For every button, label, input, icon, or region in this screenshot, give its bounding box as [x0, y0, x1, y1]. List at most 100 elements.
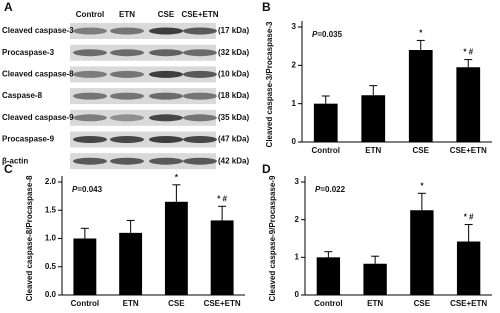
row-size: (17 kDa): [218, 26, 249, 35]
blot-band: [149, 136, 183, 143]
p-value: P=0.043: [72, 185, 103, 194]
p-value: P=0.022: [315, 185, 346, 194]
blot-band: [183, 157, 217, 165]
p-symbol: P: [312, 30, 318, 39]
blot-band: [149, 49, 183, 57]
row-label: Procaspase-9: [2, 135, 55, 144]
blot-band: [183, 49, 217, 57]
lane-label: CSE: [158, 10, 175, 19]
significance-mark: * #: [463, 48, 473, 57]
blot-band: [73, 70, 107, 78]
blot-band: [73, 92, 107, 100]
blot-band: [110, 27, 144, 35]
bar: [164, 201, 188, 295]
row-size: (18 kDa): [218, 91, 249, 100]
row-label: Procaspase-3: [2, 48, 55, 57]
bar: [119, 232, 143, 295]
p-value: P=0.035: [312, 30, 343, 39]
panel-letter: D: [262, 162, 271, 176]
x-tick-label: CSE+ETN: [204, 299, 241, 308]
row-label: Cleaved caspase-9: [2, 113, 74, 122]
bar: [73, 238, 97, 295]
y-axis-label: Cleaved caspase-9/Procaspase-9: [268, 175, 277, 301]
x-tick-label: CSE+ETN: [450, 146, 487, 155]
row-size: (47 kDa): [218, 135, 249, 144]
blot-band: [149, 70, 183, 78]
bar: [361, 95, 386, 142]
blot-band: [110, 92, 144, 100]
x-tick-label: CSE: [413, 146, 430, 155]
row-size: (35 kDa): [218, 113, 249, 122]
x-tick-label: ETN: [365, 146, 381, 155]
blot-band: [149, 114, 183, 122]
y-axis-label: Cleaved caspase-3/Procaspase-3: [265, 21, 274, 147]
row-label: Caspase-8: [2, 91, 43, 100]
panel-letter: A: [4, 0, 13, 14]
y-tick-label: 1: [292, 99, 297, 108]
bar: [410, 210, 434, 295]
p-number: =0.022: [320, 185, 345, 194]
bar: [313, 103, 338, 142]
row-size: (42 kDa): [218, 156, 249, 165]
blot-band: [183, 136, 217, 143]
lane-label: ETN: [119, 10, 135, 19]
y-tick-label: 2.0: [45, 177, 57, 186]
significance-mark: *: [175, 173, 179, 182]
y-tick-label: 0.0: [45, 290, 57, 299]
x-tick-label: CSE+ETN: [450, 299, 487, 308]
y-tick-label: 0.5: [45, 262, 57, 271]
y-tick-label: 0: [292, 137, 297, 146]
y-tick-label: 3: [292, 22, 297, 31]
p-number: =0.043: [77, 185, 102, 194]
blot-band: [183, 70, 217, 78]
blot-band: [73, 136, 107, 143]
p-number: =0.035: [317, 30, 342, 39]
blot-band: [73, 157, 107, 165]
row-size: (10 kDa): [218, 70, 249, 79]
lane-label: Control: [76, 10, 104, 19]
bar: [316, 257, 341, 295]
blot-band: [149, 27, 183, 35]
bar: [456, 67, 481, 142]
bar: [456, 241, 481, 295]
blot-band: [183, 114, 217, 122]
blot-band: [73, 114, 107, 122]
blot-band: [110, 114, 144, 122]
blot-band: [149, 92, 183, 100]
row-label: Cleaved caspase-3: [2, 26, 74, 35]
blot-band: [110, 157, 144, 165]
bar: [408, 50, 433, 142]
y-tick-label: 1: [295, 252, 300, 261]
lane-label: CSE+ETN: [181, 10, 218, 19]
y-axis-label: Cleaved caspase-8/Procaspase-8: [25, 175, 34, 301]
blot-band: [73, 49, 107, 57]
blot-band: [149, 157, 183, 165]
significance-mark: * #: [464, 213, 474, 222]
y-tick-label: 2: [292, 60, 297, 69]
x-tick-label: ETN: [367, 299, 383, 308]
row-label: Cleaved caspase-8: [2, 70, 74, 79]
y-tick-label: 0: [295, 290, 300, 299]
row-size: (32 kDa): [218, 48, 249, 57]
p-symbol: P: [72, 185, 78, 194]
x-tick-label: CSE: [168, 299, 185, 308]
y-tick-label: 1.0: [45, 234, 57, 243]
blot-band: [183, 92, 217, 100]
significance-mark: * #: [217, 194, 227, 203]
blot-band: [110, 136, 144, 143]
bar: [210, 220, 234, 295]
blot-band: [73, 27, 107, 35]
y-tick-label: 3: [295, 177, 300, 186]
blot-band: [110, 70, 144, 78]
blot-band: [183, 27, 217, 35]
significance-mark: *: [420, 181, 424, 190]
x-tick-label: CSE: [414, 299, 431, 308]
row-label: β-actin: [2, 156, 28, 165]
y-tick-label: 1.5: [45, 205, 57, 214]
y-tick-label: 2: [295, 215, 300, 224]
x-tick-label: Control: [312, 146, 340, 155]
x-tick-label: Control: [314, 299, 342, 308]
x-tick-label: Control: [71, 299, 99, 308]
significance-mark: *: [419, 29, 423, 38]
